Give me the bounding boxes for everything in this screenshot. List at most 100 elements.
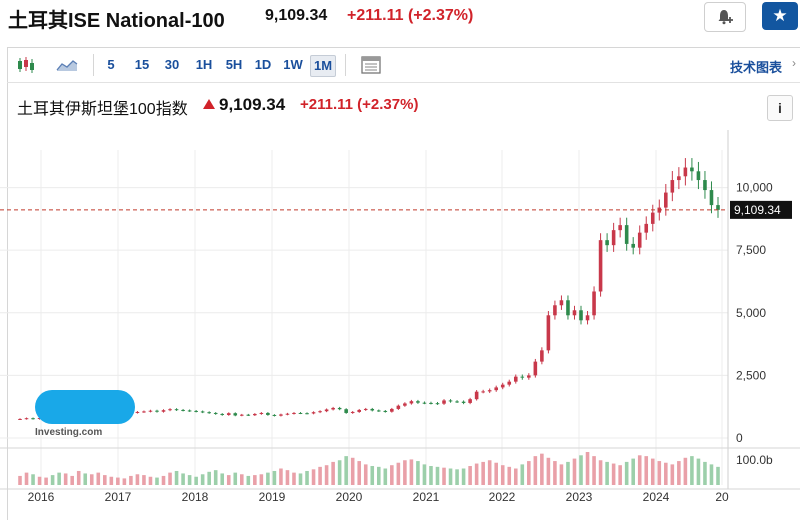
chart-legend-change: +211.11 (+2.37%) xyxy=(300,96,419,113)
candle-body xyxy=(579,310,583,321)
x-tick-label: 2018 xyxy=(182,490,209,504)
volume-bar xyxy=(272,470,277,485)
volume-bar xyxy=(200,474,205,485)
add-alert-button[interactable] xyxy=(704,2,746,32)
volume-bar xyxy=(396,462,401,485)
volume-bar xyxy=(383,468,388,485)
candle-body xyxy=(200,411,205,413)
candle-body xyxy=(664,192,668,208)
volume-bar xyxy=(598,460,603,485)
chevron-right-icon[interactable]: › xyxy=(792,56,796,70)
y-tick-label: 0 xyxy=(736,431,743,445)
interval-1w[interactable]: 1W xyxy=(283,57,303,72)
candle-body xyxy=(442,400,446,404)
x-tick-label: 2021 xyxy=(413,490,440,504)
x-tick-label: 2017 xyxy=(105,490,132,504)
candle-body xyxy=(318,411,322,413)
investing-logo-text: Investing.com xyxy=(35,427,103,438)
volume-bar xyxy=(357,461,362,485)
candle-body xyxy=(226,413,231,415)
candle-body xyxy=(194,410,198,412)
candle-body xyxy=(435,403,440,405)
volume-bar xyxy=(207,471,211,485)
volume-bar xyxy=(279,468,283,485)
volume-bar xyxy=(468,466,472,485)
volume-bar xyxy=(220,473,225,485)
volume-bar xyxy=(566,461,570,485)
info-icon: i xyxy=(778,100,782,116)
candle-body xyxy=(161,410,166,412)
volume-bar xyxy=(585,452,590,485)
candle-body xyxy=(311,412,316,414)
chart-toolbar: 5 15 30 1H 5H 1D 1W 1M 技术图表 › xyxy=(7,48,800,83)
volume-bar xyxy=(194,476,198,485)
volume-bar xyxy=(259,474,264,485)
candle-body xyxy=(331,407,335,410)
price-chart[interactable]: 0 2,500 5,000 7,500 10,000 2016 2017 2018 2019 20… xyxy=(0,130,800,519)
volume-bar xyxy=(103,475,107,485)
watchlist-star-button[interactable]: ★ xyxy=(762,2,798,30)
interval-1h[interactable]: 1H xyxy=(195,57,213,72)
candle-body xyxy=(474,391,479,400)
candle-body xyxy=(598,240,603,292)
candle-body xyxy=(527,375,531,378)
data-table-button[interactable] xyxy=(359,55,383,75)
info-button[interactable]: i xyxy=(767,95,793,121)
x-tick-label: 2020 xyxy=(336,490,363,504)
volume-bar xyxy=(513,468,518,485)
y-tick-label: 10,000 xyxy=(736,181,773,195)
candle-body xyxy=(637,232,642,248)
volume-bar xyxy=(344,456,348,485)
interval-30[interactable]: 30 xyxy=(164,57,180,72)
candle-body xyxy=(703,180,707,191)
candle-body xyxy=(507,381,512,385)
y-tick-label: 7,500 xyxy=(736,243,766,257)
candle-body xyxy=(298,412,303,414)
chart-legend-price: 9,109.34 xyxy=(219,95,286,114)
volume-bar xyxy=(559,464,564,485)
volume-bar xyxy=(546,457,551,485)
volume-bar xyxy=(181,473,185,485)
candle-body xyxy=(500,384,505,388)
technical-chart-link[interactable]: 技术图表 xyxy=(729,60,782,75)
candle-body xyxy=(468,399,472,403)
interval-15[interactable]: 15 xyxy=(134,57,150,72)
candle-body xyxy=(546,315,551,351)
volume-bar xyxy=(520,464,525,485)
candle-body xyxy=(690,167,694,172)
volume-bar xyxy=(240,474,244,485)
candle-body xyxy=(592,291,596,316)
interval-1m[interactable]: 1M xyxy=(310,55,336,77)
volume-bar xyxy=(611,463,616,485)
volume-bar xyxy=(57,472,61,485)
area-type-button[interactable] xyxy=(55,55,79,75)
y-tick-label: 2,500 xyxy=(736,368,766,382)
volume-bar xyxy=(637,455,642,485)
volume-bar xyxy=(664,462,668,485)
interval-5[interactable]: 5 xyxy=(107,57,115,72)
volume-bar xyxy=(174,470,179,485)
candle-body xyxy=(383,410,388,412)
volume-bar xyxy=(481,461,485,485)
x-tick-label: 2022 xyxy=(489,490,516,504)
volume-bar xyxy=(716,466,720,485)
volume-bar xyxy=(442,467,446,485)
candle-body xyxy=(363,408,368,410)
candlestick-type-button[interactable] xyxy=(15,55,37,75)
interval-5h[interactable]: 5H xyxy=(225,57,243,72)
volume-bar xyxy=(703,461,707,485)
x-tick-label: 2016 xyxy=(28,490,55,504)
volume-bar xyxy=(24,472,29,485)
candle-body xyxy=(376,410,381,412)
logo-blob xyxy=(35,390,135,424)
candle-body xyxy=(585,315,590,321)
volume-bar xyxy=(83,473,88,485)
toolbar-divider xyxy=(345,54,346,76)
volume-bar xyxy=(116,477,120,485)
toolbar-divider xyxy=(93,54,94,76)
candle-body xyxy=(409,401,414,404)
volume-bar xyxy=(155,477,159,485)
volume-bar xyxy=(213,470,218,485)
interval-1d[interactable]: 1D xyxy=(254,57,272,72)
candle-body xyxy=(455,401,459,403)
